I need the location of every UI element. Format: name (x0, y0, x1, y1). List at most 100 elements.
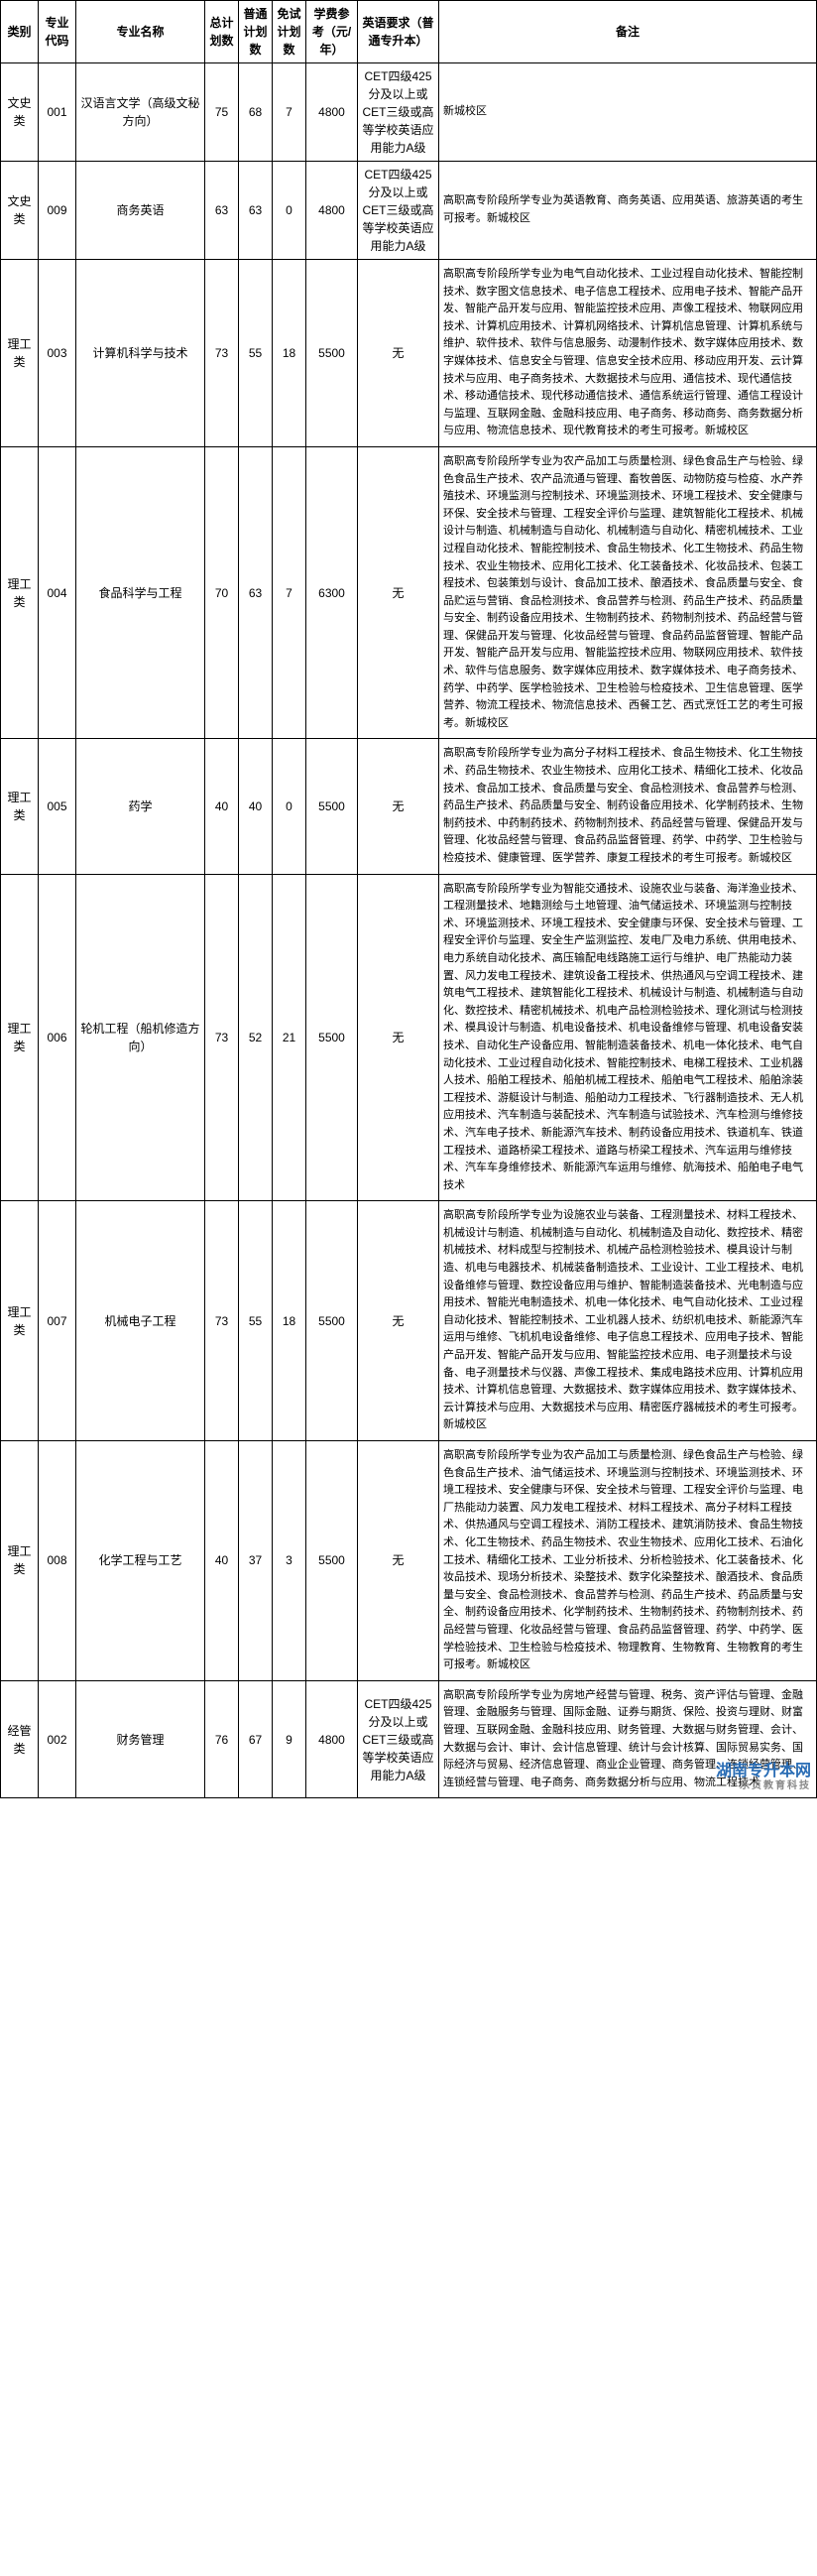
table-row: 文史类001汉语言文学（高级文秘方向）756874800CET四级425分及以上… (1, 63, 817, 162)
cell-category: 文史类 (1, 63, 39, 162)
header-normal: 普通计划数 (239, 1, 273, 63)
table-row: 理工类005药学404005500无高职高专阶段所学专业为高分子材料工程技术、食… (1, 739, 817, 874)
cell-fee: 5500 (306, 739, 358, 874)
cell-english: 无 (358, 1201, 439, 1441)
cell-english: CET四级425分及以上或CET三级或高等学校英语应用能力A级 (358, 1680, 439, 1798)
cell-fee: 4800 (306, 1680, 358, 1798)
header-exempt: 免试计划数 (273, 1, 306, 63)
table-body: 文史类001汉语言文学（高级文秘方向）756874800CET四级425分及以上… (1, 63, 817, 1798)
cell-name: 财务管理 (76, 1680, 205, 1798)
cell-category: 理工类 (1, 446, 39, 739)
cell-english: 无 (358, 446, 439, 739)
cell-remark: 高职高专阶段所学专业为智能交通技术、设施农业与装备、海洋渔业技术、工程测量技术、… (439, 874, 817, 1201)
cell-code: 003 (39, 260, 76, 447)
cell-exempt: 3 (273, 1441, 306, 1681)
cell-category: 理工类 (1, 1441, 39, 1681)
cell-total: 70 (205, 446, 239, 739)
header-name: 专业名称 (76, 1, 205, 63)
cell-exempt: 9 (273, 1680, 306, 1798)
cell-exempt: 18 (273, 1201, 306, 1441)
cell-code: 001 (39, 63, 76, 162)
cell-name: 化学工程与工艺 (76, 1441, 205, 1681)
cell-category: 经管类 (1, 1680, 39, 1798)
cell-total: 73 (205, 874, 239, 1201)
cell-total: 40 (205, 1441, 239, 1681)
header-code: 专业代码 (39, 1, 76, 63)
cell-category: 理工类 (1, 739, 39, 874)
cell-english: CET四级425分及以上或CET三级或高等学校英语应用能力A级 (358, 63, 439, 162)
cell-total: 73 (205, 1201, 239, 1441)
table-row: 理工类008化学工程与工艺403735500无高职高专阶段所学专业为农产品加工与… (1, 1441, 817, 1681)
cell-remark: 高职高专阶段所学专业为设施农业与装备、工程测量技术、材料工程技术、机械设计与制造… (439, 1201, 817, 1441)
cell-code: 004 (39, 446, 76, 739)
cell-fee: 6300 (306, 446, 358, 739)
table-row: 经管类002财务管理766794800CET四级425分及以上或CET三级或高等… (1, 1680, 817, 1798)
cell-category: 理工类 (1, 1201, 39, 1441)
cell-code: 006 (39, 874, 76, 1201)
cell-fee: 5500 (306, 1441, 358, 1681)
cell-code: 008 (39, 1441, 76, 1681)
cell-name: 汉语言文学（高级文秘方向） (76, 63, 205, 162)
cell-total: 76 (205, 1680, 239, 1798)
admissions-table: 类别 专业代码 专业名称 总计划数 普通计划数 免试计划数 学费参考（元/年） … (0, 0, 817, 1798)
cell-total: 63 (205, 162, 239, 260)
cell-remark: 新城校区 (439, 63, 817, 162)
cell-exempt: 21 (273, 874, 306, 1201)
cell-remark: 高职高专阶段所学专业为房地产经营与管理、税务、资产评估与管理、金融管理、金融服务… (439, 1680, 817, 1798)
cell-english: 无 (358, 1441, 439, 1681)
cell-name: 计算机科学与技术 (76, 260, 205, 447)
cell-code: 007 (39, 1201, 76, 1441)
cell-normal: 63 (239, 446, 273, 739)
cell-fee: 5500 (306, 1201, 358, 1441)
cell-normal: 40 (239, 739, 273, 874)
cell-fee: 5500 (306, 260, 358, 447)
table-row: 理工类003计算机科学与技术7355185500无高职高专阶段所学专业为电气自动… (1, 260, 817, 447)
cell-name: 轮机工程（船机修造方向） (76, 874, 205, 1201)
table-row: 理工类004食品科学与工程706376300无高职高专阶段所学专业为农产品加工与… (1, 446, 817, 739)
cell-total: 73 (205, 260, 239, 447)
cell-normal: 52 (239, 874, 273, 1201)
header-total: 总计划数 (205, 1, 239, 63)
cell-exempt: 18 (273, 260, 306, 447)
cell-code: 002 (39, 1680, 76, 1798)
cell-total: 40 (205, 739, 239, 874)
header-fee: 学费参考（元/年） (306, 1, 358, 63)
cell-english: 无 (358, 739, 439, 874)
table-header: 类别 专业代码 专业名称 总计划数 普通计划数 免试计划数 学费参考（元/年） … (1, 1, 817, 63)
cell-english: CET四级425分及以上或CET三级或高等学校英语应用能力A级 (358, 162, 439, 260)
cell-name: 食品科学与工程 (76, 446, 205, 739)
cell-remark: 高职高专阶段所学专业为农产品加工与质量检测、绿色食品生产与检验、绿色食品生产技术… (439, 446, 817, 739)
cell-fee: 4800 (306, 63, 358, 162)
header-english: 英语要求（普通专升本） (358, 1, 439, 63)
cell-remark: 高职高专阶段所学专业为农产品加工与质量检测、绿色食品生产与检验、绿色食品生产技术… (439, 1441, 817, 1681)
table-row: 理工类006轮机工程（船机修造方向）7352215500无高职高专阶段所学专业为… (1, 874, 817, 1201)
cell-remark: 高职高专阶段所学专业为高分子材料工程技术、食品生物技术、化工生物技术、药品生物技… (439, 739, 817, 874)
cell-exempt: 0 (273, 162, 306, 260)
table-row: 理工类007机械电子工程7355185500无高职高专阶段所学专业为设施农业与装… (1, 1201, 817, 1441)
cell-remark: 高职高专阶段所学专业为电气自动化技术、工业过程自动化技术、智能控制技术、数字图文… (439, 260, 817, 447)
cell-fee: 4800 (306, 162, 358, 260)
cell-normal: 68 (239, 63, 273, 162)
cell-normal: 67 (239, 1680, 273, 1798)
cell-name: 商务英语 (76, 162, 205, 260)
cell-name: 药学 (76, 739, 205, 874)
cell-category: 文史类 (1, 162, 39, 260)
cell-fee: 5500 (306, 874, 358, 1201)
cell-normal: 63 (239, 162, 273, 260)
cell-normal: 55 (239, 260, 273, 447)
cell-english: 无 (358, 874, 439, 1201)
cell-category: 理工类 (1, 260, 39, 447)
cell-english: 无 (358, 260, 439, 447)
cell-normal: 55 (239, 1201, 273, 1441)
cell-name: 机械电子工程 (76, 1201, 205, 1441)
cell-code: 005 (39, 739, 76, 874)
table-row: 文史类009商务英语636304800CET四级425分及以上或CET三级或高等… (1, 162, 817, 260)
cell-exempt: 7 (273, 446, 306, 739)
cell-exempt: 7 (273, 63, 306, 162)
cell-category: 理工类 (1, 874, 39, 1201)
header-category: 类别 (1, 1, 39, 63)
cell-code: 009 (39, 162, 76, 260)
cell-remark: 高职高专阶段所学专业为英语教育、商务英语、应用英语、旅游英语的考生可报考。新城校… (439, 162, 817, 260)
header-remark: 备注 (439, 1, 817, 63)
cell-total: 75 (205, 63, 239, 162)
